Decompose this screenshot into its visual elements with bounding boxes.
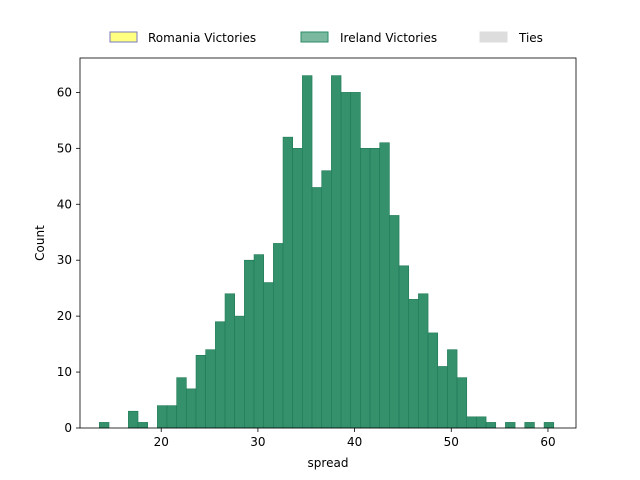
x-axis-label: spread (308, 456, 349, 470)
histogram-bar (399, 266, 409, 428)
histogram-bar (235, 316, 245, 428)
x-axis: 20 30 40 50 60 (154, 428, 556, 449)
histogram-bar (273, 243, 283, 428)
histogram-bar (351, 92, 361, 428)
y-tick-label: 10 (57, 365, 72, 379)
histogram-bar (244, 260, 254, 428)
histogram-bar (370, 148, 380, 428)
y-axis-label: Count (33, 225, 47, 261)
histogram-bar (225, 294, 235, 428)
histogram-bar (293, 148, 303, 428)
x-tick-label: 60 (540, 435, 555, 449)
histogram-bar (99, 422, 109, 428)
histogram-bar (505, 422, 515, 428)
histogram-bar (360, 148, 370, 428)
histogram-bar (457, 378, 467, 428)
histogram-bar (380, 143, 390, 428)
y-tick-label: 60 (57, 85, 72, 99)
histogram-bar (302, 76, 312, 428)
x-tick-label: 20 (154, 435, 169, 449)
histogram-bar (389, 215, 399, 428)
histogram-bar (312, 187, 322, 428)
histogram-bar (157, 406, 167, 428)
x-tick-label: 50 (444, 435, 459, 449)
histogram-bar (254, 255, 264, 428)
y-axis: 0 10 20 30 40 50 60 (57, 85, 80, 435)
legend-label-romania: Romania Victories (148, 31, 256, 45)
histogram-bar (206, 350, 216, 428)
legend-swatch-romania (110, 32, 137, 42)
histogram-bar (447, 350, 457, 428)
histogram-bar (196, 355, 206, 428)
histogram-bar (331, 76, 341, 428)
histogram-bar (128, 411, 138, 428)
histogram-bar (215, 322, 225, 428)
histogram-bar (341, 92, 351, 428)
y-tick-label: 20 (57, 309, 72, 323)
histogram-bar (264, 283, 274, 428)
legend-label-ties: Ties (518, 31, 543, 45)
bars (99, 76, 553, 428)
x-tick-label: 40 (347, 435, 362, 449)
histogram-bar (525, 422, 535, 428)
histogram-bar (428, 333, 438, 428)
histogram-bar (409, 299, 419, 428)
y-tick-label: 30 (57, 253, 72, 267)
histogram-bar (467, 417, 477, 428)
histogram-bar (167, 406, 177, 428)
x-tick-label: 30 (250, 435, 265, 449)
legend: Romania Victories Ireland Victories Ties (110, 31, 543, 45)
histogram-bar (476, 417, 486, 428)
legend-swatch-ireland (301, 32, 328, 42)
histogram-bar (186, 389, 196, 428)
histogram-bar (177, 378, 187, 428)
histogram-bar (544, 422, 554, 428)
histogram-bar (322, 171, 332, 428)
histogram-bar (138, 422, 148, 428)
y-tick-label: 0 (64, 421, 72, 435)
histogram-bar (438, 366, 448, 428)
y-tick-label: 50 (57, 141, 72, 155)
histogram-bar (418, 294, 428, 428)
histogram-bar (283, 137, 293, 428)
legend-swatch-ties (480, 32, 507, 42)
histogram-bar (486, 422, 496, 428)
legend-label-ireland: Ireland Victories (340, 31, 437, 45)
y-tick-label: 40 (57, 197, 72, 211)
